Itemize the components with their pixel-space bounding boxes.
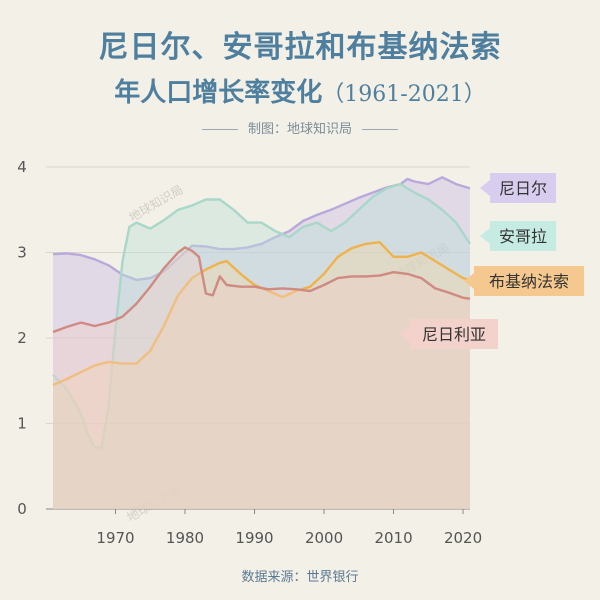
series-line (52, 182, 472, 449)
y-tick-label: 4 (17, 158, 27, 176)
subtitle-text: 年人口增长率变化 (114, 78, 323, 108)
y-tick-label: 1 (17, 415, 27, 433)
x-tick-label: 2000 (305, 529, 343, 547)
y-tick-label: 2 (17, 329, 27, 347)
divider-right (362, 129, 398, 130)
series-label-tag (480, 221, 556, 251)
data-source: 数据来源：世界银行 (241, 570, 359, 585)
x-tick-label: 2010 (374, 529, 412, 547)
series-label-tag (480, 173, 556, 203)
chart-title: 尼日尔、安哥拉和布基纳法索 (98, 30, 502, 65)
x-tick-label: 1970 (96, 529, 134, 547)
series-label: 布基纳法索 (489, 272, 569, 291)
chart-subtitle: 年人口增长率变化（1961-2021） (0, 72, 600, 109)
series-area (53, 247, 470, 509)
maker-credit: 制图：地球知识局 (0, 118, 600, 137)
series-label: 尼日利亚 (422, 325, 486, 344)
series-line (52, 176, 471, 282)
series-label: 尼日尔 (499, 179, 547, 198)
y-tick-label: 0 (17, 500, 27, 518)
series-label: 安哥拉 (499, 227, 547, 246)
series-area (53, 242, 470, 509)
series-area (53, 177, 470, 510)
x-tick-label: 2020 (444, 529, 482, 547)
y-tick-label: 3 (17, 244, 27, 262)
series-line (52, 246, 471, 334)
x-tick-label: 1980 (166, 529, 204, 547)
series-label-tag (464, 266, 584, 296)
divider-left (201, 129, 238, 130)
maker-text: 制图：地球知识局 (247, 122, 352, 137)
subtitle-range: （1961-2021） (322, 82, 486, 107)
series-label-tag (400, 319, 498, 349)
x-tick-label: 1990 (235, 529, 273, 547)
series-area (53, 184, 470, 509)
